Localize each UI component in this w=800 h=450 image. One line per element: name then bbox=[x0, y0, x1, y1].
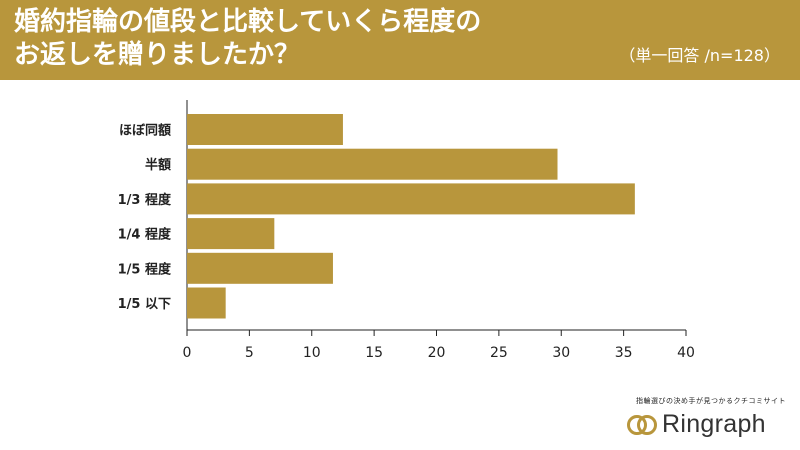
x-tick-label-5: 25 bbox=[490, 345, 508, 361]
category-label-0: ほぼ同額 bbox=[119, 123, 171, 139]
bar-0 bbox=[187, 114, 343, 145]
chart-title-line-1: 婚約指輪の値段と比較していくら程度の bbox=[14, 7, 482, 37]
double-ring-logo-icon bbox=[627, 414, 657, 435]
x-tick-label-0: 0 bbox=[183, 345, 192, 361]
bar-3 bbox=[187, 218, 275, 250]
bar-4 bbox=[187, 252, 333, 284]
x-tick-label-1: 5 bbox=[245, 345, 254, 361]
brand-tagline: 指輪選びの決め手が見つかるクチコミサイト bbox=[636, 397, 786, 405]
brand-footer: 指輪選びの決め手が見つかるクチコミサイト Ringraph bbox=[626, 396, 796, 439]
x-tick-group: 0 5 10 15 20 25 30 35 40 bbox=[183, 330, 695, 361]
chart-title: 婚約指輪の値段と比較していくら程度の お返しを贈りましたか？ bbox=[14, 6, 481, 72]
category-label-1: 半額 bbox=[145, 157, 171, 173]
brand-name: Ringraph bbox=[662, 410, 766, 438]
bar-1 bbox=[187, 148, 558, 180]
bar-2 bbox=[187, 183, 635, 215]
sample-size-note: （単一回答 /n=128） bbox=[619, 46, 780, 65]
bar-5 bbox=[187, 287, 226, 319]
category-label-3: 1/4 程度 bbox=[118, 227, 172, 243]
title-banner: 婚約指輪の値段と比較していくら程度の お返しを贈りましたか？ （単一回答 /n=… bbox=[0, 0, 800, 80]
category-label-4: 1/5 程度 bbox=[118, 261, 172, 277]
x-tick-label-2: 10 bbox=[303, 345, 321, 361]
bar-group bbox=[187, 114, 635, 319]
brand-logo: Ringraph bbox=[626, 410, 796, 439]
x-tick-label-4: 20 bbox=[428, 345, 446, 361]
x-tick-label-7: 35 bbox=[615, 345, 633, 361]
chart-title-line-2: お返しを贈りましたか？ bbox=[14, 40, 301, 70]
category-label-2: 1/3 程度 bbox=[118, 192, 172, 208]
x-tick-label-8: 40 bbox=[677, 345, 695, 361]
x-tick-label-6: 30 bbox=[552, 345, 570, 361]
category-label-5: 1/5 以下 bbox=[118, 297, 171, 312]
x-tick-label-3: 15 bbox=[365, 345, 383, 361]
